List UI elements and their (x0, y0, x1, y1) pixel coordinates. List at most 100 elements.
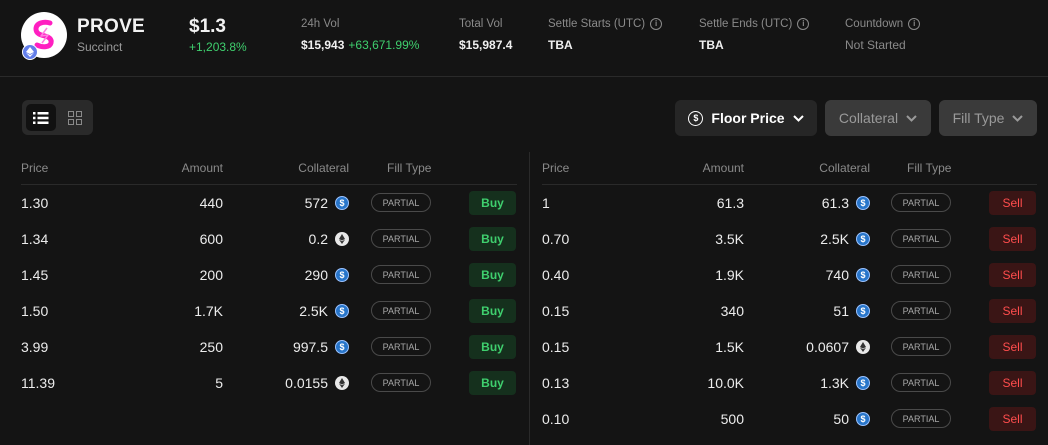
settle-ends-label: Settle Ends (UTC) i (699, 18, 810, 30)
order-row: 1.30 440 572 $ PARTIAL Buy (21, 185, 517, 221)
collateral-value: 51 (833, 303, 849, 319)
header-amount: Amount (181, 161, 223, 175)
sell-button[interactable]: Sell (989, 263, 1036, 287)
grid-view-button[interactable] (60, 104, 90, 131)
order-amount: 200 (199, 267, 223, 283)
usdc-icon: $ (856, 232, 870, 246)
order-price: 0.70 (542, 231, 570, 247)
order-collateral: 2.5K $ (742, 221, 870, 257)
eth-icon (856, 340, 870, 354)
order-collateral: 997.5 $ (221, 329, 349, 365)
vol24h-amount: $15,943 (301, 38, 345, 52)
buy-button[interactable]: Buy (469, 263, 516, 287)
header-price: Price (542, 161, 570, 175)
header-collateral: Collateral (298, 161, 349, 175)
order-amount: 500 (720, 411, 744, 427)
header-collateral: Collateral (819, 161, 870, 175)
order-collateral: 50 $ (742, 401, 870, 437)
buy-button[interactable]: Buy (469, 335, 516, 359)
header-fill-type: Fill Type (907, 161, 952, 175)
eth-icon (335, 232, 349, 246)
order-price: 0.10 (542, 411, 570, 427)
collateral-filter-label: Collateral (838, 110, 899, 126)
sell-button[interactable]: Sell (989, 371, 1036, 395)
sell-table-header: Price Amount Collateral Fill Type (542, 152, 1037, 185)
sell-rows: 1 61.3 61.3 $ PARTIAL Sell 0.70 3.5K 2.5K $ PARTIA… (542, 185, 1037, 437)
header-amount: Amount (702, 161, 744, 175)
total-vol-label: Total Vol (459, 18, 502, 30)
order-price: 0.15 (542, 303, 570, 319)
order-amount: 600 (199, 231, 223, 247)
usdc-icon: $ (856, 304, 870, 318)
header-fill-type: Fill Type (387, 161, 432, 175)
token-price: $1.3 (189, 16, 226, 37)
order-row: 0.10 500 50 $ PARTIAL Sell (542, 401, 1037, 437)
vol24h-label: 24h Vol (301, 18, 339, 30)
buy-order-book: Price Amount Collateral Fill Type 1.30 44… (21, 152, 517, 401)
order-amount: 250 (199, 339, 223, 355)
total-vol-value: $15,987.4 (459, 38, 513, 52)
list-view-icon (33, 111, 49, 124)
sell-button[interactable]: Sell (989, 227, 1036, 251)
order-amount: 3.5K (715, 231, 744, 247)
sell-button[interactable]: Sell (989, 407, 1036, 431)
usdc-icon: $ (856, 196, 870, 210)
order-price: 0.15 (542, 339, 570, 355)
fill-type-badge: PARTIAL (891, 265, 951, 284)
fill-type-badge: PARTIAL (891, 301, 951, 320)
ethereum-chain-icon (22, 44, 38, 60)
countdown-label-text: Countdown (845, 18, 904, 30)
fill-type-badge: PARTIAL (371, 373, 431, 392)
order-row: 0.13 10.0K 1.3K $ PARTIAL Sell (542, 365, 1037, 401)
buy-button[interactable]: Buy (469, 227, 516, 251)
order-price: 1.34 (21, 231, 49, 247)
fill-type-badge: PARTIAL (891, 193, 951, 212)
book-divider (529, 152, 530, 445)
sell-button[interactable]: Sell (989, 191, 1036, 215)
order-collateral: 1.3K $ (742, 365, 870, 401)
order-amount: 440 (199, 195, 223, 211)
info-icon[interactable]: i (797, 18, 810, 30)
collateral-value: 2.5K (299, 303, 328, 319)
fill-type-badge: PARTIAL (371, 337, 431, 356)
order-row: 0.15 1.5K 0.0607 PARTIAL Sell (542, 329, 1037, 365)
buy-button[interactable]: Buy (469, 371, 516, 395)
collateral-value: 1.3K (820, 375, 849, 391)
settle-ends-value: TBA (699, 38, 724, 52)
settle-starts-value: TBA (548, 38, 573, 52)
list-view-button[interactable] (26, 104, 56, 131)
order-collateral: 2.5K $ (221, 293, 349, 329)
collateral-value: 572 (304, 195, 328, 211)
order-price: 0.13 (542, 375, 570, 391)
collateral-filter[interactable]: Collateral (825, 100, 931, 136)
order-collateral: 0.0155 (221, 365, 349, 401)
usdc-icon: $ (856, 412, 870, 426)
order-row: 1 61.3 61.3 $ PARTIAL Sell (542, 185, 1037, 221)
sell-button[interactable]: Sell (989, 299, 1036, 323)
buy-button[interactable]: Buy (469, 299, 516, 323)
sell-button[interactable]: Sell (989, 335, 1036, 359)
order-price: 11.39 (21, 375, 55, 391)
fill-type-filter[interactable]: Fill Type (939, 100, 1037, 136)
info-icon[interactable]: i (908, 18, 921, 30)
order-amount: 61.3 (716, 195, 744, 211)
order-price: 1.50 (21, 303, 49, 319)
dollar-circle-icon: $ (688, 110, 704, 126)
token-symbol: PROVE (77, 16, 146, 37)
fill-type-badge: PARTIAL (371, 265, 431, 284)
order-price: 1.30 (21, 195, 49, 211)
order-price: 1 (542, 195, 550, 211)
chevron-down-icon (906, 114, 917, 122)
floor-price-filter[interactable]: $ Floor Price (675, 100, 817, 136)
buy-button[interactable]: Buy (469, 191, 516, 215)
info-icon[interactable]: i (650, 18, 663, 30)
order-row: 11.39 5 0.0155 PARTIAL Buy (21, 365, 517, 401)
order-row: 1.50 1.7K 2.5K $ PARTIAL Buy (21, 293, 517, 329)
fill-type-badge: PARTIAL (371, 301, 431, 320)
vol24h-value: $15,943 +63,671.99% (301, 38, 419, 52)
fill-type-badge: PARTIAL (371, 229, 431, 248)
order-amount: 5 (215, 375, 223, 391)
collateral-value: 50 (833, 411, 849, 427)
order-collateral: 572 $ (221, 185, 349, 221)
sell-order-book: Price Amount Collateral Fill Type 1 61.3 6… (542, 152, 1037, 437)
